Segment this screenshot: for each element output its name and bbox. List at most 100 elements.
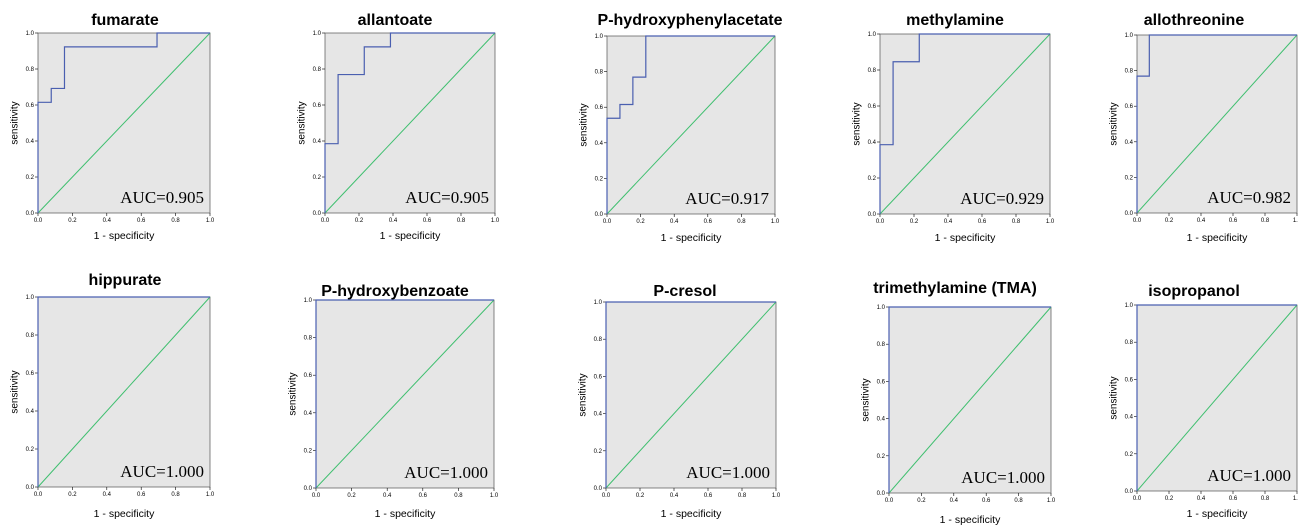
y-axis-label: sensitivity [1108,376,1120,420]
y-tick-label: 0.4 [304,411,313,417]
panel-title: fumarate [91,12,159,29]
y-tick-label: 0.0 [313,211,322,217]
y-axis-label: sensitivity [577,373,589,417]
y-tick-label: 0.6 [877,379,886,385]
x-axis-label: 1 - specificity [93,230,155,242]
y-tick-label: 0.6 [26,371,35,377]
y-tick-label: 0.0 [304,486,313,492]
x-tick-label: 1.0 [491,218,500,224]
y-tick-label: 0.6 [304,373,313,379]
y-tick-label: 1.0 [313,31,322,37]
x-tick-label: 0.0 [1133,496,1142,502]
x-tick-label: 1.0 [771,219,780,225]
y-axis-label: sensitivity [860,378,872,422]
panel-title: methylamine [906,12,1004,29]
x-axis-label: 1 - specificity [1186,508,1248,520]
y-tick-label: 0.6 [1125,104,1134,110]
x-tick-label: 0.2 [1165,496,1174,502]
y-tick-label: 1.0 [26,295,35,301]
x-tick-label: 0.6 [137,218,146,224]
x-tick-label: 0.0 [602,493,611,499]
x-tick-label: 0.6 [423,218,432,224]
x-tick-label: 0.8 [738,493,747,499]
y-tick-label: 0.2 [868,176,877,182]
roc-plot: 0.0 0.2 0.4 0.6 0.8 1.0 0.0 0.2 0.4 0.6 0.8 1.0 AUC=… [1125,303,1298,502]
panel-title: allothreonine [1143,12,1245,29]
y-tick-label: 0.4 [877,417,886,423]
y-tick-label: 0.6 [595,105,604,111]
x-tick-label: 0.2 [347,493,356,499]
x-tick-label: 0.2 [355,218,364,224]
roc-plot: 0.0 0.2 0.4 0.6 0.8 1.0 0.0 0.2 0.4 0.6 0.8 1.0 AUC=… [304,298,499,499]
reference-line [888,306,1052,494]
roc-curve [1136,304,1297,491]
x-tick-label: 0.4 [1197,218,1206,224]
auc-annotation: AUC=1.000 [1207,466,1291,485]
x-tick-label: 0.8 [1261,496,1270,502]
x-tick-label: 0.0 [34,218,43,224]
reference-line [1136,34,1298,214]
x-tick-label: 0.2 [636,493,645,499]
x-tick-label: 0.8 [737,219,746,225]
y-tick-label: 1.0 [594,300,603,306]
y-tick-label: 0.8 [26,333,35,339]
y-tick-label: 0.8 [877,342,886,348]
reference-line [605,301,777,489]
y-tick-label: 0.8 [1125,69,1134,75]
y-tick-label: 0.4 [1125,140,1134,146]
y-tick-label: 0.0 [595,212,604,218]
panel-title: trimethylamine (TMA) [873,280,1037,297]
x-tick-label: 0.0 [603,219,612,225]
y-tick-label: 1.0 [877,305,886,311]
y-tick-label: 0.6 [313,103,322,109]
x-tick-label: 0.2 [68,218,77,224]
panel-title: P-hydroxybenzoate [321,283,469,300]
panel-title: isopropanol [1148,283,1240,300]
x-tick-label: 0.2 [917,498,926,504]
y-tick-label: 0.2 [26,447,35,453]
roc-plot: 0.0 0.2 0.4 0.6 0.8 1.0 0.0 0.2 0.4 0.6 0.8 1.0 AUC=… [1125,33,1298,224]
x-tick-label: 0.0 [321,218,330,224]
x-tick-label: 0.8 [171,218,180,224]
roc-curve [605,301,776,488]
x-tick-label: 0.4 [103,218,112,224]
x-tick-label: 0.6 [704,493,713,499]
y-axis-label: sensitivity [9,101,21,145]
x-tick-label: 0.4 [944,219,953,225]
y-tick-label: 0.2 [1125,452,1134,458]
roc-plot: 0.0 0.2 0.4 0.6 0.8 1.0 0.0 0.2 0.4 0.6 0.8 1.0 AUC=… [26,295,215,498]
x-tick-label: 1.0 [490,493,499,499]
y-tick-label: 0.2 [1125,175,1134,181]
x-axis-label: 1 - specificity [379,230,441,242]
x-tick-label: 0.4 [383,493,392,499]
y-tick-label: 0.2 [594,449,603,455]
x-tick-label: 0.8 [1261,218,1270,224]
y-tick-label: 0.0 [26,211,35,217]
roc-curve [37,296,210,487]
y-tick-label: 0.8 [304,336,313,342]
y-tick-label: 0.4 [1125,415,1134,421]
x-tick-label: 0.0 [876,219,885,225]
panel-title: hippurate [88,272,162,289]
y-tick-label: 1.0 [26,31,35,37]
roc-curve [324,32,495,213]
x-axis-label: 1 - specificity [939,514,1001,526]
y-axis-label: sensitivity [578,103,590,147]
auc-annotation: AUC=1.000 [961,468,1045,487]
x-tick-label: 0.8 [1012,219,1021,225]
roc-plot: 0.0 0.2 0.4 0.6 0.8 1.0 0.0 0.2 0.4 0.6 0.8 1.0 AUC=… [594,300,781,499]
x-tick-label: 1.0 [206,492,215,498]
y-axis-label: sensitivity [287,372,299,416]
y-tick-label: 0.0 [1125,489,1134,495]
y-axis-label: sensitivity [9,370,21,414]
x-tick-label: 0.6 [137,492,146,498]
panel-title: P-cresol [653,283,717,300]
y-tick-label: 0.2 [877,454,886,460]
reference-line [1136,304,1298,492]
roc-plot: 0.0 0.2 0.4 0.6 0.8 1.0 0.0 0.2 0.4 0.6 0.8 1.0 AUC=… [313,31,500,224]
y-axis-label: sensitivity [851,102,863,146]
y-axis-label: sensitivity [296,101,308,145]
roc-curve [1136,34,1297,213]
x-tick-label: 0.2 [1165,218,1174,224]
y-tick-label: 1.0 [1125,33,1134,39]
